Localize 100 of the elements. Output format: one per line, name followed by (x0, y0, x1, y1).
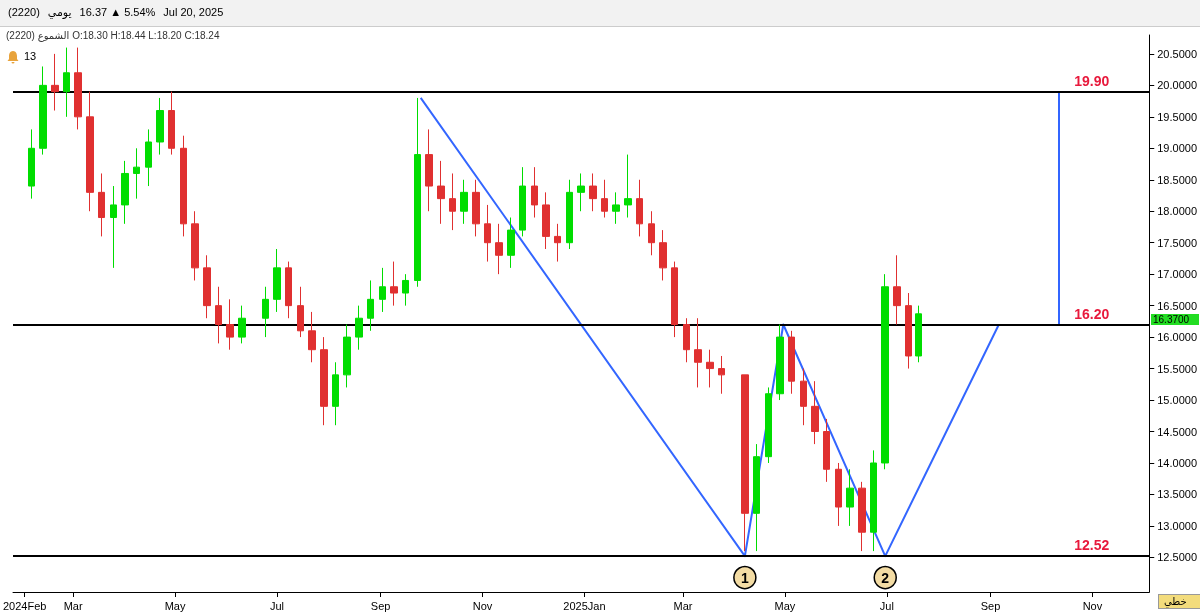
candlestick (332, 361, 339, 426)
candlestick (39, 65, 47, 156)
candlestick (519, 166, 526, 237)
y-tick-label: 17.0000 (1157, 268, 1197, 281)
ref-line-label: 19.90 (1074, 72, 1110, 89)
candlestick (86, 91, 94, 212)
candlestick (659, 229, 667, 281)
candlestick (683, 317, 690, 363)
candlestick (414, 97, 421, 288)
candlestick (601, 179, 608, 219)
candlestick (554, 223, 561, 263)
y-tick-label: 18.5000 (1157, 173, 1197, 186)
annotation: (2220) الشموع O:18.30 H:18.44 L:18.20 C:18.24 (6, 30, 220, 41)
candlestick (915, 305, 922, 363)
candlestick (226, 298, 234, 351)
x-tick-label: Nov (1082, 599, 1103, 612)
candlestick (145, 128, 152, 187)
annotation: 2 (881, 569, 890, 586)
candlestick (881, 273, 889, 470)
x-tick-label: Sep (980, 599, 1001, 612)
candlestick (168, 91, 175, 156)
candlestick (343, 324, 351, 388)
candlestick (823, 418, 830, 483)
y-tick-label: 14.5000 (1157, 425, 1197, 438)
candlestick (694, 317, 702, 388)
candlestick (133, 147, 140, 200)
y-tick-label: 18.0000 (1157, 205, 1197, 218)
candlestick (390, 261, 398, 307)
annotation: 13 (24, 50, 37, 62)
candlestick (765, 386, 772, 464)
candlestick (437, 160, 445, 225)
candlestick (355, 305, 363, 351)
candlestick (367, 279, 374, 332)
candlestick (472, 179, 480, 237)
candlestick (98, 172, 105, 237)
candlestick (320, 336, 328, 426)
candlestick (566, 179, 573, 250)
y-tick-label: 19.5000 (1157, 110, 1197, 123)
candlestick (858, 481, 866, 552)
candlestick (215, 286, 222, 344)
candlestick (203, 254, 211, 319)
candlestick (495, 223, 503, 275)
x-tick-label: Mar (673, 599, 693, 612)
candlestick (648, 210, 655, 256)
y-tick-label: 16.0000 (1157, 331, 1197, 344)
candlestick (671, 261, 678, 338)
y-tick-label: 13.5000 (1157, 488, 1197, 501)
candlestick (636, 179, 643, 237)
x-tick-label: 2024Feb (2, 599, 47, 612)
candlestick (741, 374, 749, 552)
candlestick (718, 355, 725, 395)
candlestick (285, 261, 292, 319)
candlestick (846, 468, 854, 527)
candlestick (379, 267, 386, 313)
candlestick (531, 166, 538, 219)
candlestick (905, 292, 912, 370)
text: خطي (1164, 596, 1187, 607)
annotation: 1 (740, 569, 749, 586)
candlestick (180, 135, 187, 237)
y-tick-label: 17.5000 (1157, 236, 1197, 249)
candlestick (870, 449, 877, 552)
candlestick (121, 160, 129, 225)
text: 16.3700 (1153, 314, 1190, 325)
candlestick (776, 324, 784, 401)
candlestick (110, 185, 117, 269)
candlestick (589, 172, 597, 212)
candlestick (238, 305, 246, 344)
candlestick (308, 311, 316, 363)
candlestick (612, 191, 620, 225)
y-tick-label: 20.0000 (1157, 79, 1197, 92)
candlestick (28, 128, 35, 200)
candlestick (156, 97, 164, 156)
y-tick-label: 16.5000 (1157, 299, 1197, 312)
candlestick (542, 191, 550, 250)
candlestick (577, 172, 585, 212)
y-tick-label: 13.0000 (1157, 519, 1197, 532)
candlestick (63, 47, 70, 118)
candlestick (484, 204, 491, 263)
candlestick (624, 154, 632, 219)
candlestick (262, 286, 269, 338)
candlestick (297, 286, 304, 338)
x-tick-label: Sep (370, 599, 391, 612)
y-tick-label: 19.0000 (1157, 142, 1197, 155)
candlestick (893, 254, 901, 326)
candlestick (425, 128, 433, 212)
y-tick-label: 12.5000 (1157, 551, 1197, 564)
x-tick-label: Nov (472, 599, 493, 612)
x-tick-label: May (774, 599, 796, 612)
candlestick (835, 462, 842, 527)
candlestick (706, 349, 714, 388)
x-tick-label: Mar (63, 599, 83, 612)
candlestick (460, 179, 468, 225)
candlestick (74, 47, 82, 130)
candlestick (811, 380, 819, 445)
candlestick (51, 53, 59, 112)
candlestick (402, 273, 409, 307)
candlestick (273, 248, 281, 313)
candlestick (753, 443, 760, 552)
x-tick-label: Jul (269, 599, 285, 612)
y-tick-label: 14.0000 (1157, 456, 1197, 469)
